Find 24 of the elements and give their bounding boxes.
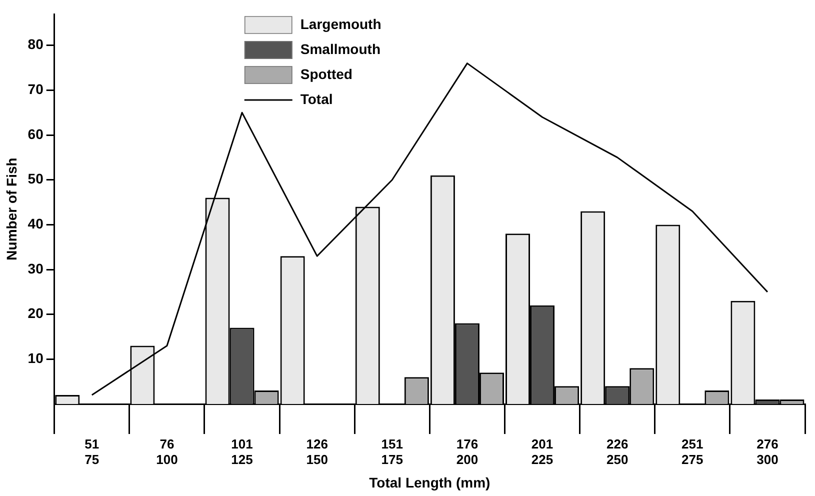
- x-tick-label: 276 300: [756, 436, 778, 467]
- y-tick-label: 30: [28, 260, 44, 276]
- y-tick-label: 20: [28, 305, 44, 322]
- legend-label: Spotted: [300, 66, 352, 82]
- legend-label: Total: [300, 90, 333, 107]
- legend-label: Smallmouth: [300, 40, 380, 57]
- x-tick-label: 226 250: [606, 436, 628, 467]
- x-tick-label: 76 100: [156, 436, 178, 467]
- x-tick-label: 176 200: [456, 436, 478, 467]
- y-tick-label: 10: [28, 350, 44, 366]
- x-axis-title: Total Length (mm): [369, 474, 490, 490]
- y-tick-label: 80: [28, 36, 44, 52]
- x-tick-label: 51 75: [84, 436, 100, 467]
- x-tick-label: 126 150: [306, 436, 328, 467]
- x-tick-label: 251 275: [682, 436, 704, 467]
- y-tick-label: 70: [28, 81, 44, 98]
- x-tick-label: 201 225: [531, 436, 554, 467]
- y-tick-label: 50: [28, 170, 44, 187]
- legend-label: Largemouth: [300, 16, 382, 32]
- x-tick-label: 151 175: [381, 436, 404, 467]
- y-tick-label: 60: [28, 126, 44, 142]
- x-tick-label: 101 125: [231, 436, 253, 467]
- y-tick-label: 40: [28, 216, 44, 232]
- y-axis-title: Number of Fish: [3, 158, 20, 260]
